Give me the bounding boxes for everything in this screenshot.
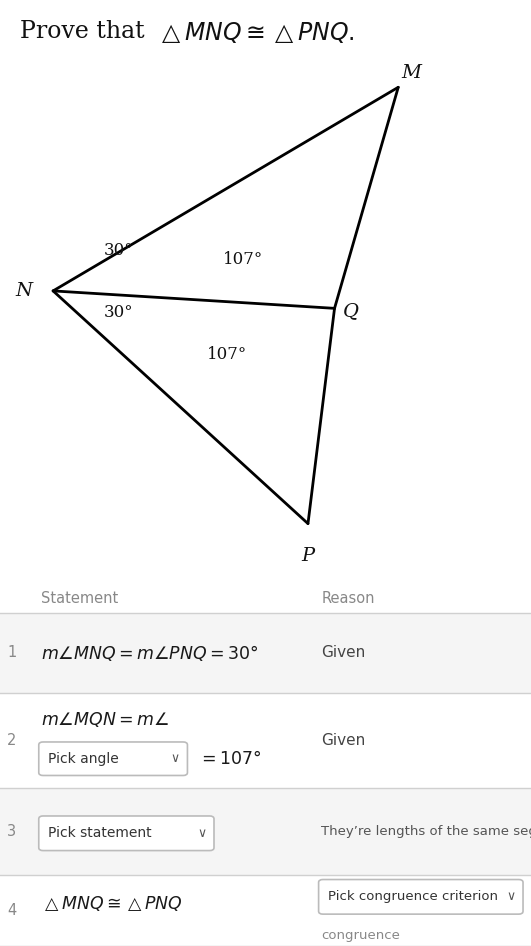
Text: congruence: congruence — [321, 929, 400, 941]
FancyBboxPatch shape — [39, 742, 187, 776]
Text: $m\angle MNQ = m\angle PNQ = 30°$: $m\angle MNQ = m\angle PNQ = 30°$ — [41, 643, 259, 663]
Text: Q: Q — [342, 303, 358, 321]
Text: N: N — [15, 282, 32, 300]
Text: 1: 1 — [7, 645, 16, 660]
FancyBboxPatch shape — [319, 880, 523, 914]
Text: ∨: ∨ — [170, 752, 180, 765]
Bar — [0, 788, 531, 875]
Text: Given: Given — [321, 733, 365, 747]
Text: $\triangle MNQ \cong \triangle PNQ.$: $\triangle MNQ \cong \triangle PNQ.$ — [157, 21, 354, 45]
Text: They’re lengths of the same segment.: They’re lengths of the same segment. — [321, 825, 531, 838]
Text: 2: 2 — [7, 733, 16, 747]
Text: 30°: 30° — [104, 304, 133, 321]
Text: Pick statement: Pick statement — [48, 826, 151, 840]
Text: Statement: Statement — [41, 591, 118, 605]
Bar — [0, 613, 531, 692]
Text: Prove that: Prove that — [20, 21, 152, 44]
Text: Reason: Reason — [321, 591, 375, 605]
Text: P: P — [302, 547, 314, 565]
Text: ∨: ∨ — [197, 827, 207, 840]
FancyBboxPatch shape — [39, 816, 214, 850]
Text: $= 107°$: $= 107°$ — [198, 750, 262, 768]
Text: 30°: 30° — [104, 242, 133, 259]
Bar — [0, 692, 531, 788]
Text: $m\angle MQN = m\angle$: $m\angle MQN = m\angle$ — [41, 710, 169, 728]
Text: $\triangle MNQ \cong \triangle PNQ$: $\triangle MNQ \cong \triangle PNQ$ — [41, 894, 183, 914]
Bar — [0, 875, 531, 946]
Text: 3: 3 — [7, 824, 16, 839]
Text: M: M — [401, 63, 422, 81]
Text: ∨: ∨ — [506, 890, 516, 903]
Text: Pick angle: Pick angle — [48, 752, 118, 765]
Text: 107°: 107° — [207, 346, 247, 363]
Text: Given: Given — [321, 645, 365, 660]
Text: 4: 4 — [7, 903, 16, 918]
Text: 107°: 107° — [222, 251, 263, 268]
Text: Pick congruence criterion: Pick congruence criterion — [328, 890, 498, 903]
